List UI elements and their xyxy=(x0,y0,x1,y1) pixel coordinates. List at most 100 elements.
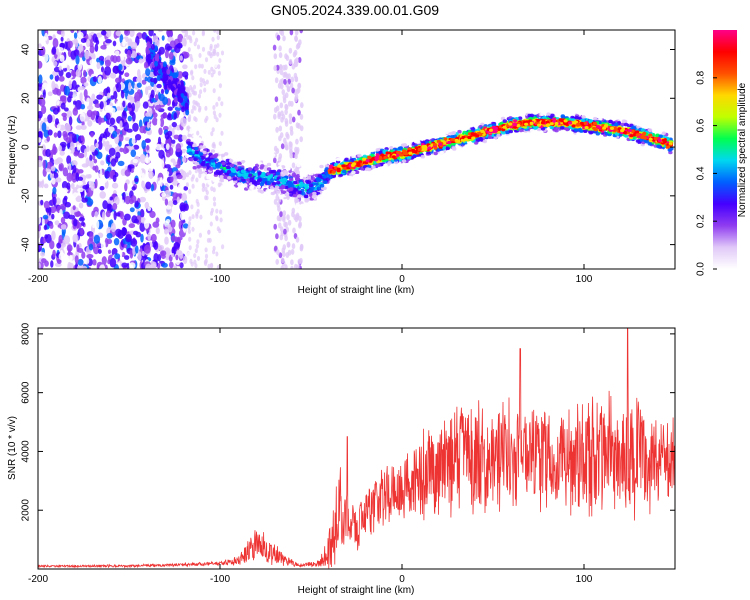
noise-blob xyxy=(299,244,304,251)
noise-blob xyxy=(134,200,139,208)
noise-blob xyxy=(100,45,107,50)
noise-blob xyxy=(172,180,179,186)
ridge-point xyxy=(295,204,300,209)
ridge-point xyxy=(213,171,219,175)
noise-blob xyxy=(102,200,108,210)
noise-blob xyxy=(183,186,189,191)
noise-blob xyxy=(182,64,188,70)
noise-blob xyxy=(43,117,48,123)
noise-blob xyxy=(63,235,71,245)
ridge-point xyxy=(487,135,493,139)
ridge-point xyxy=(292,193,297,198)
ridge-point xyxy=(289,187,294,191)
noise-blob xyxy=(58,75,65,82)
noise-blob xyxy=(141,140,146,150)
noise-blob xyxy=(78,53,84,58)
noise-blob xyxy=(51,213,55,220)
ridge-point xyxy=(560,114,565,118)
noise-blob xyxy=(124,169,131,177)
noise-blob xyxy=(121,199,125,210)
noise-blob xyxy=(101,66,104,73)
noise-blob xyxy=(127,145,135,152)
ridge-point xyxy=(199,145,204,149)
ridge-point xyxy=(187,133,192,138)
noise-blob xyxy=(181,106,185,113)
ridge-point xyxy=(262,178,267,182)
noise-blob xyxy=(131,102,135,112)
noise-blob xyxy=(74,107,78,112)
noise-blob xyxy=(218,141,222,147)
noise-blob xyxy=(276,201,281,208)
ridge-point xyxy=(268,169,274,174)
ridge-point xyxy=(224,152,229,156)
noise-blob xyxy=(128,262,136,269)
noise-blob xyxy=(198,173,202,179)
noise-blob xyxy=(280,143,285,150)
ridge-point xyxy=(228,147,234,151)
ridge-point xyxy=(493,140,498,144)
ridge-point xyxy=(315,177,320,181)
noise-blob xyxy=(43,183,49,189)
noise-blob xyxy=(99,264,106,269)
noise-blob xyxy=(284,103,288,110)
noise-blob xyxy=(86,258,90,264)
ridge-point xyxy=(482,139,487,144)
noise-blob xyxy=(155,143,162,151)
ridge-point xyxy=(294,175,299,179)
noise-blob xyxy=(52,249,56,258)
noise-blob xyxy=(133,218,139,224)
noise-blob xyxy=(154,133,158,142)
ridge-point xyxy=(439,150,444,155)
ridge-point xyxy=(588,119,593,123)
noise-blob xyxy=(291,116,296,123)
noise-blob xyxy=(77,61,83,71)
ridge-point xyxy=(635,119,640,124)
ridge-point xyxy=(240,169,246,173)
noise-blob xyxy=(63,211,70,219)
ridge-point xyxy=(259,190,265,194)
noise-blob xyxy=(80,76,87,84)
noise-blob xyxy=(158,127,163,136)
ridge-point xyxy=(257,178,263,182)
noise-blob xyxy=(115,77,121,84)
noise-blob xyxy=(65,72,72,79)
noise-blob xyxy=(210,186,214,192)
noise-blob xyxy=(51,114,56,123)
ridge-point xyxy=(444,130,449,134)
noise-blob xyxy=(53,132,58,138)
ridge-point xyxy=(288,181,293,186)
noise-blob xyxy=(181,30,187,34)
noise-blob xyxy=(54,74,60,82)
noise-blob xyxy=(188,245,192,251)
ridge-point xyxy=(319,183,325,188)
noise-blob xyxy=(91,53,96,60)
ridge-point xyxy=(304,207,309,211)
noise-blob xyxy=(51,80,56,90)
noise-blob xyxy=(91,93,96,102)
ridge-point xyxy=(496,133,501,138)
noise-blob xyxy=(216,30,220,35)
noise-blob xyxy=(105,210,111,218)
noise-blob xyxy=(201,31,205,37)
noise-blob xyxy=(38,60,43,69)
ridge-point xyxy=(412,154,417,159)
ridge-point xyxy=(581,115,586,119)
noise-blob xyxy=(144,157,151,164)
noise-blob xyxy=(95,32,103,38)
noise-blob xyxy=(73,32,78,39)
ridge-point xyxy=(319,164,324,169)
noise-blob xyxy=(68,116,73,126)
ridge-point xyxy=(278,162,283,166)
noise-blob xyxy=(109,117,116,126)
noise-blob xyxy=(213,114,217,120)
noise-blob xyxy=(59,42,66,49)
noise-blob xyxy=(72,192,78,198)
ridge-point xyxy=(297,190,302,194)
ridge-point xyxy=(348,176,353,180)
noise-blob xyxy=(61,181,68,190)
noise-blob xyxy=(110,95,115,100)
noise-blob xyxy=(38,229,41,239)
noise-blob xyxy=(288,47,293,54)
noise-blob xyxy=(175,254,179,261)
noise-blob xyxy=(185,182,189,188)
